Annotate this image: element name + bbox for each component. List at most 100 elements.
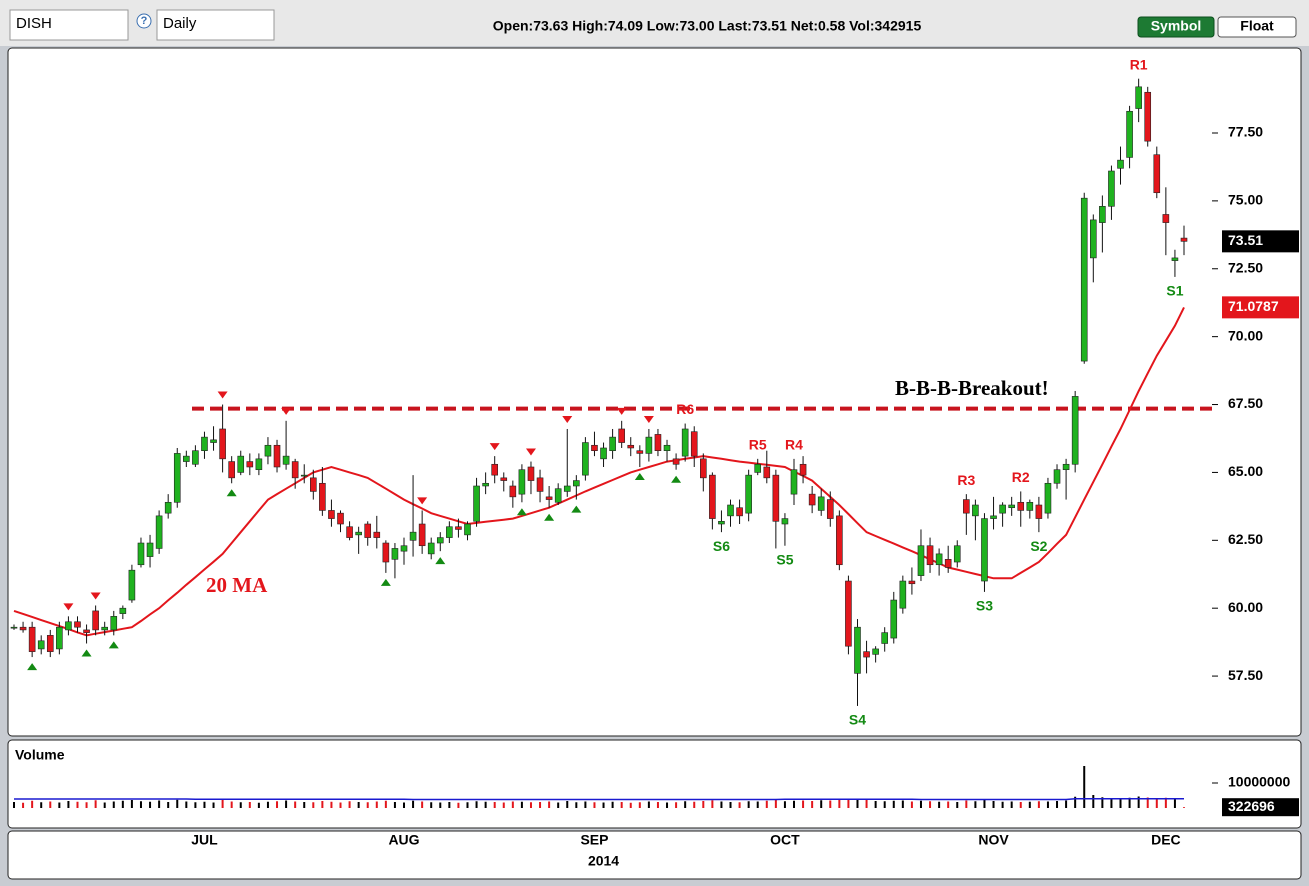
- volume-bar: [13, 802, 15, 808]
- float-button[interactable]: [1217, 16, 1297, 38]
- volume-bar: [693, 801, 696, 808]
- candle-body: [627, 444, 635, 449]
- volume-bar: [1074, 796, 1077, 808]
- volume-bar: [1173, 799, 1176, 808]
- candle-body: [110, 616, 118, 631]
- y-tick-label: 60.00: [1228, 599, 1263, 615]
- candle-body: [618, 428, 625, 443]
- volume-bar: [1037, 801, 1040, 808]
- last-price-tag: [1222, 230, 1299, 253]
- candle-body: [473, 485, 480, 522]
- volume-bar: [765, 800, 768, 808]
- candle-body: [763, 466, 771, 479]
- volume-bar: [729, 802, 732, 808]
- volume-bar: [303, 802, 306, 808]
- volume-bar: [629, 802, 632, 808]
- candle-body: [74, 621, 81, 628]
- candle-body: [944, 559, 952, 568]
- breakout-annotation: B-B-B-Breakout!: [895, 376, 1049, 400]
- volume-bar: [112, 801, 115, 808]
- volume-bar: [965, 800, 968, 808]
- volume-bar: [321, 801, 324, 808]
- candle-body: [718, 520, 725, 525]
- volume-bar: [121, 800, 124, 808]
- candle-body: [491, 463, 498, 476]
- volume-bar: [49, 801, 52, 808]
- pivot-high-marker: [643, 415, 654, 423]
- candle-body: [645, 436, 653, 454]
- ma-line: [13, 306, 1185, 637]
- candle-body: [310, 477, 317, 492]
- candle-body: [291, 461, 299, 479]
- volume-bar: [158, 800, 161, 808]
- volume-bar: [40, 802, 43, 808]
- volume-bar: [1137, 796, 1140, 808]
- float-button-label: Float: [1240, 18, 1274, 34]
- candle-body: [1171, 257, 1179, 261]
- pivot-high-marker: [90, 592, 101, 600]
- interval-box[interactable]: [156, 9, 275, 41]
- volume-bar: [294, 801, 297, 808]
- pivot-low-marker: [571, 505, 582, 513]
- y-tick-label: 62.50: [1228, 531, 1263, 547]
- pivot-low-marker: [435, 557, 446, 565]
- candle-body: [364, 523, 372, 538]
- volume-bar: [76, 801, 79, 808]
- candle-body: [210, 439, 217, 443]
- volume-panel: [7, 739, 1302, 829]
- candle-body: [92, 610, 99, 631]
- volume-bar: [938, 801, 941, 808]
- candle-body: [255, 458, 263, 471]
- candle-body: [192, 450, 199, 465]
- x-tick-label: SEP: [580, 832, 608, 848]
- pivot-low-marker: [380, 578, 391, 586]
- candle-body: [1071, 396, 1079, 465]
- candle-body: [391, 548, 399, 560]
- candle-body: [727, 504, 734, 517]
- help-icon[interactable]: [136, 13, 152, 29]
- volume-bar: [901, 800, 904, 808]
- candle-body: [219, 428, 226, 460]
- pivot-high-marker: [217, 391, 228, 399]
- volume-bar: [1155, 798, 1158, 808]
- resistance-label: R2: [1012, 469, 1030, 485]
- candle-body: [981, 518, 988, 582]
- candle-body: [164, 501, 172, 514]
- candle-body: [709, 474, 716, 519]
- symbol-box[interactable]: [9, 9, 129, 41]
- candle-body: [1135, 86, 1142, 109]
- volume-bar: [257, 802, 260, 808]
- volume-bar: [566, 801, 569, 808]
- x-axis-label: 2014: [588, 853, 619, 869]
- pivot-high-marker: [489, 443, 500, 451]
- candle-body: [19, 626, 27, 631]
- x-tick-label: DEC: [1151, 832, 1181, 848]
- volume-bar: [611, 801, 614, 808]
- volume-bar: [194, 802, 197, 808]
- symbol-button[interactable]: [1137, 16, 1215, 38]
- y-tick-label: 70.00: [1228, 327, 1263, 343]
- candle-body: [28, 626, 36, 652]
- candle-body: [863, 651, 870, 658]
- volume-bar: [983, 799, 986, 808]
- resistance-label: R5: [749, 437, 767, 453]
- pivot-high-marker: [417, 497, 428, 505]
- candle-body: [527, 466, 535, 481]
- y-tick-label: 67.50: [1228, 395, 1263, 411]
- volume-bar: [1183, 807, 1185, 808]
- volume-bar: [448, 802, 451, 808]
- candle-body: [146, 542, 154, 557]
- candle-body: [337, 512, 344, 525]
- volume-bar: [847, 798, 850, 808]
- volume-bar: [167, 802, 170, 808]
- candle-body: [963, 499, 970, 514]
- candle-body: [119, 607, 127, 614]
- date-axis-panel: [7, 830, 1302, 880]
- candle-body: [1126, 110, 1133, 158]
- candle-body: [845, 580, 852, 647]
- candle-body: [436, 537, 444, 544]
- candle-body: [446, 526, 453, 538]
- volume-bar: [783, 801, 786, 808]
- candle-body: [237, 455, 245, 473]
- candle-body: [427, 542, 435, 555]
